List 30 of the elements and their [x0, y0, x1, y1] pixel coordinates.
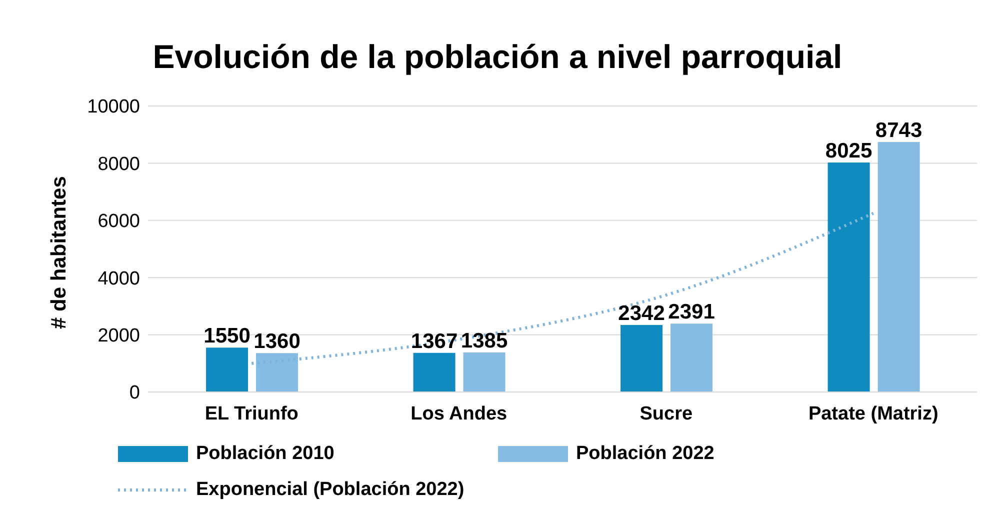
data-label: 2391 [668, 300, 716, 324]
data-label: 1367 [410, 330, 458, 353]
bar [413, 352, 456, 392]
y-tick-label: 8000 [98, 154, 140, 175]
data-label: 1550 [204, 324, 250, 348]
y-tick-label: 2000 [98, 326, 140, 347]
y-tick-label: 4000 [98, 268, 140, 290]
bar [620, 325, 663, 392]
bar [206, 348, 248, 392]
bar [463, 352, 506, 392]
data-label: 2342 [618, 302, 665, 326]
legend-label: Población 2022 [576, 443, 714, 465]
x-tick-label: Sucre [640, 403, 693, 424]
y-axis-title: # de habitantes [47, 176, 70, 329]
bar [878, 142, 920, 392]
chart-title: Evolución de la población a nivel parroquial [152, 37, 844, 77]
y-tick-label: 10000 [87, 96, 140, 118]
data-label: 1385 [460, 329, 508, 352]
x-tick-label: Patate (Matriz) [808, 403, 938, 424]
data-label: 1360 [254, 330, 300, 354]
data-label: 8743 [875, 118, 922, 142]
y-tick-label: 0 [129, 382, 140, 404]
x-tick-label: EL Triunfo [204, 403, 298, 424]
legend-label: Población 2010 [196, 443, 334, 465]
y-tick-label: 6000 [98, 211, 140, 232]
bar [670, 324, 713, 392]
legend-label: Exponencial (Población 2022) [196, 479, 464, 501]
bar [828, 162, 870, 392]
data-label: 8025 [825, 139, 872, 162]
x-tick-label: Los Andes [410, 403, 508, 424]
